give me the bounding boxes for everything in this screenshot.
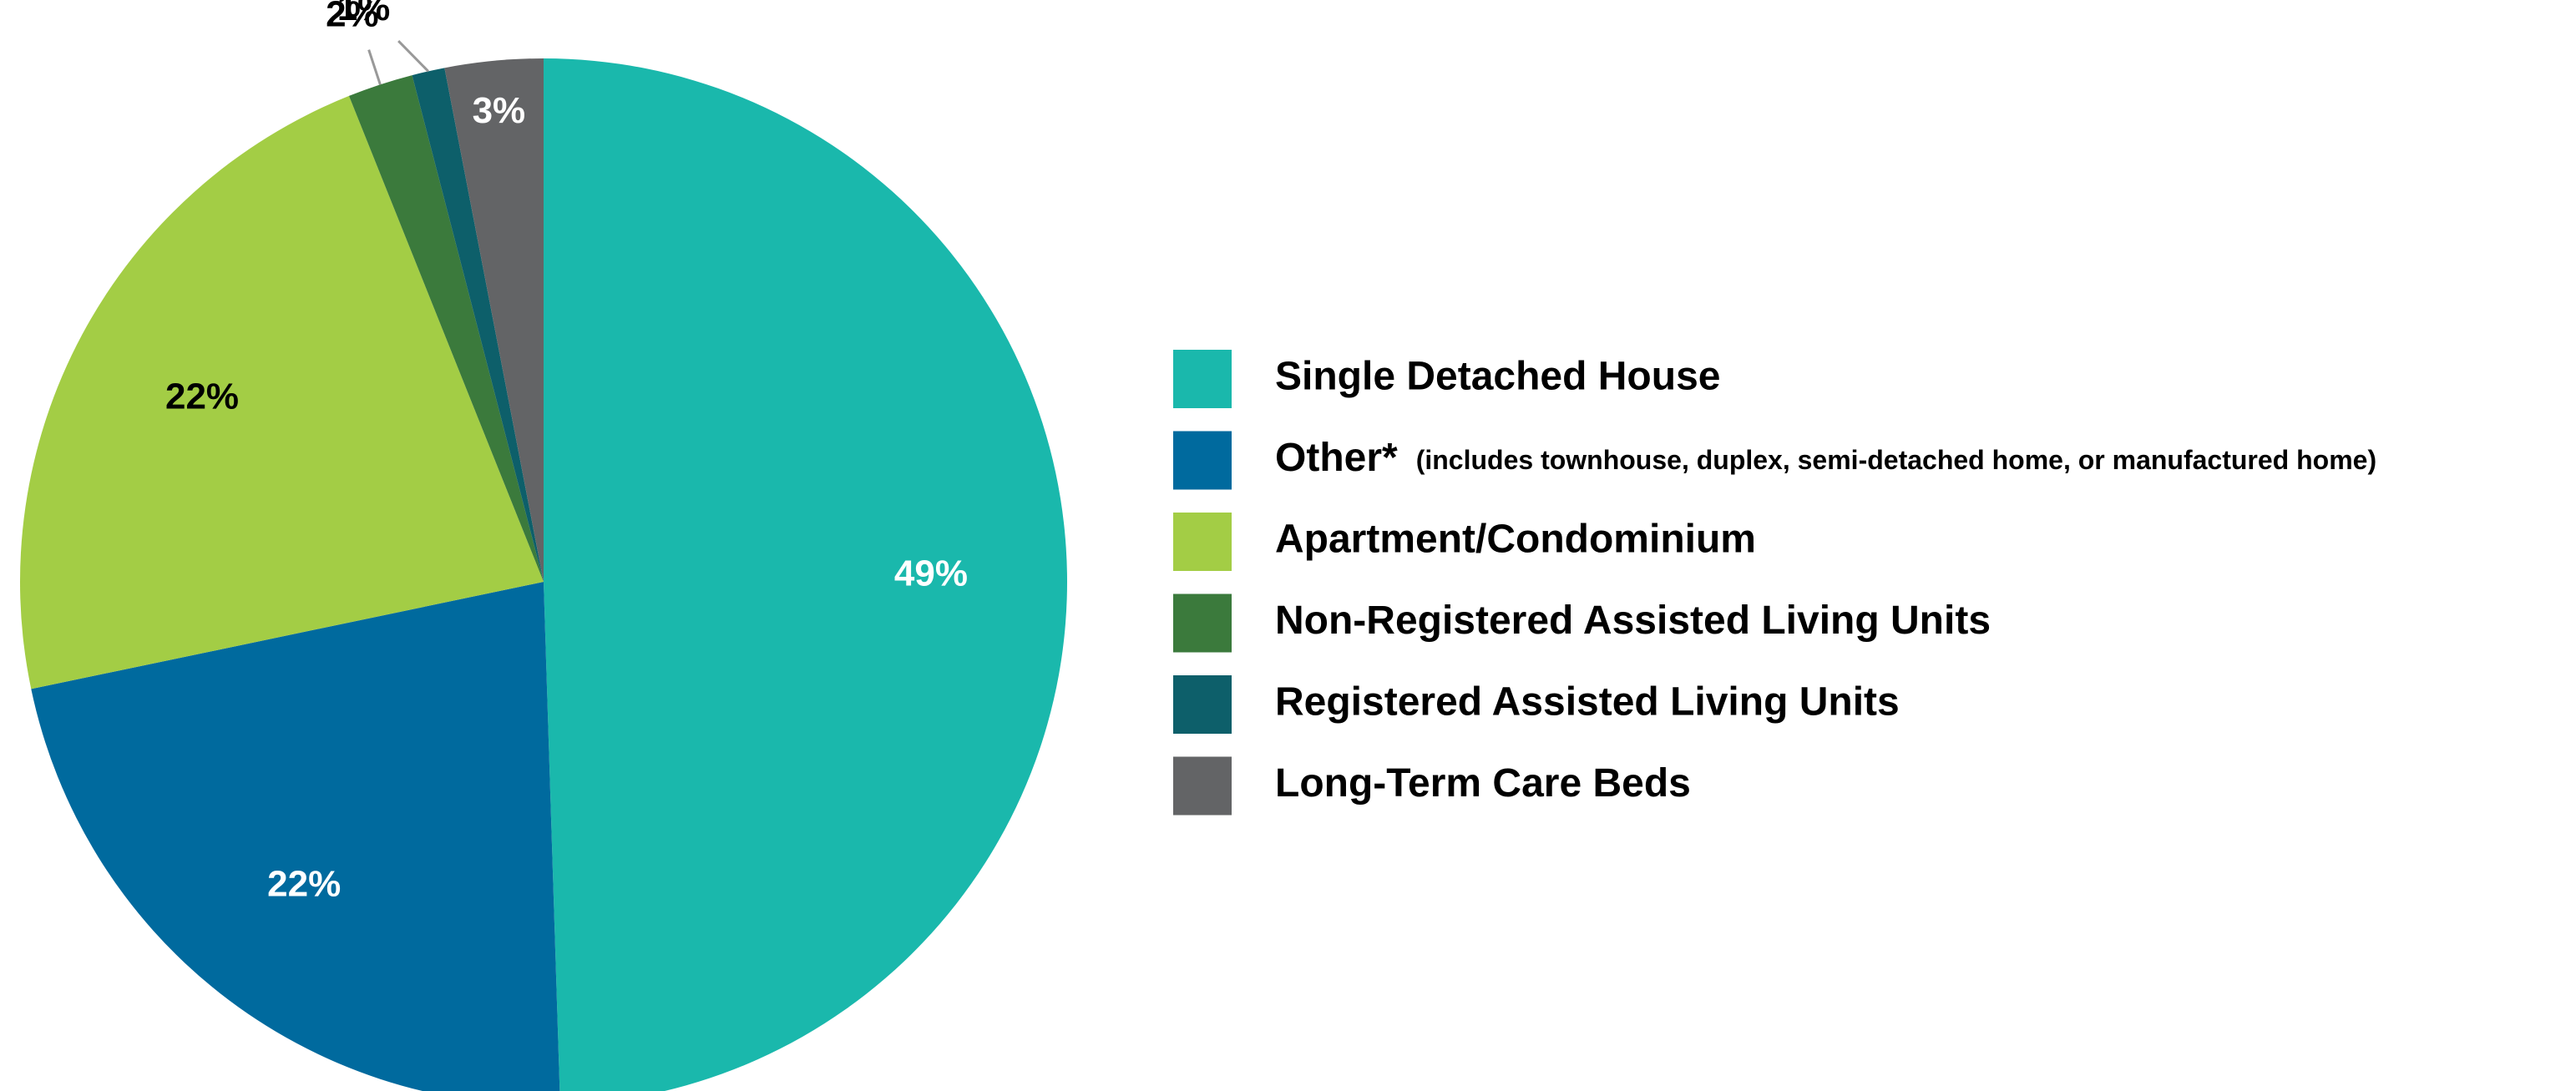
data-label: 1% — [337, 0, 391, 28]
pie-slice — [412, 68, 544, 583]
pie-slice — [444, 58, 544, 582]
pie-slice — [544, 58, 1067, 1091]
legend-label: Long-Term Care Beds — [1275, 761, 1691, 806]
legend-label: Single Detached House — [1275, 355, 1720, 399]
legend-label: Apartment/Condominium — [1275, 518, 1756, 562]
pie-slice — [31, 582, 560, 1091]
legend-swatch — [1173, 350, 1232, 408]
data-label: 49% — [894, 553, 968, 593]
pie-slice — [20, 95, 544, 689]
legend-label: Non-Registered Assisted Living Units — [1275, 599, 1991, 643]
data-label: 2% — [326, 0, 379, 34]
data-label: 22% — [267, 863, 341, 904]
legend-swatch — [1173, 513, 1232, 571]
legend-swatch — [1173, 756, 1232, 816]
legend-note: (includes townhouse, duplex, semi-detach… — [1416, 445, 2376, 475]
data-label: 3% — [473, 90, 526, 131]
legend-swatch — [1173, 593, 1232, 653]
legend-label: Registered Assisted Living Units — [1275, 680, 1900, 725]
leader-line — [397, 39, 429, 73]
legend-swatch — [1173, 675, 1232, 734]
leader-line — [367, 49, 382, 85]
pie-slice — [348, 75, 544, 582]
legend-swatch — [1173, 431, 1232, 490]
legend-label: Other* — [1275, 436, 1398, 480]
data-label: 22% — [165, 376, 239, 417]
